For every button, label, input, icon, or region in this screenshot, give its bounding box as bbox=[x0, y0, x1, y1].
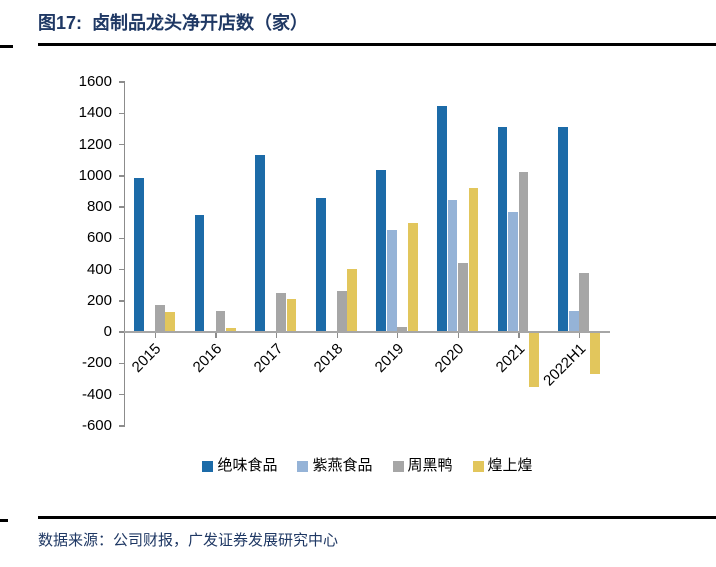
legend-label: 绝味食品 bbox=[217, 458, 278, 474]
x-axis-tick bbox=[336, 333, 338, 338]
y-axis-label: 600 bbox=[86, 229, 112, 247]
legend-swatch-icon bbox=[472, 461, 484, 472]
page-edge-mark-bottom bbox=[0, 519, 8, 522]
y-axis-tick bbox=[119, 143, 125, 146]
bar-绝味食品-2020 bbox=[437, 106, 447, 332]
legend-label: 煌上煌 bbox=[487, 458, 533, 474]
y-axis-tick bbox=[119, 331, 125, 333]
bar-绝味食品-2019 bbox=[376, 169, 387, 332]
bar-煌上煌-2019 bbox=[407, 222, 418, 332]
y-axis-tick bbox=[119, 206, 125, 208]
y-axis-label: -400 bbox=[81, 385, 112, 403]
legend-swatch-icon bbox=[297, 461, 309, 472]
bar-绝味食品-2021 bbox=[497, 126, 508, 332]
y-axis-tick bbox=[119, 237, 125, 239]
bar-绝味食品-2016 bbox=[194, 214, 205, 332]
chart-legend: 绝味食品 紫燕食品 周黑鸭 煌上煌 bbox=[125, 459, 610, 474]
bar-绝味食品-2018 bbox=[315, 197, 326, 332]
bar-紫燕食品-2019 bbox=[386, 229, 397, 332]
bar-煌上煌-2015 bbox=[165, 312, 176, 332]
y-axis-tick bbox=[119, 81, 125, 83]
y-axis-tick bbox=[119, 393, 125, 396]
bar-周黑鸭-2015 bbox=[154, 305, 165, 332]
x-axis-tick bbox=[275, 333, 278, 338]
bar-周黑鸭-2022H1 bbox=[579, 272, 590, 332]
x-axis-label-2016: 2016 bbox=[189, 340, 226, 376]
legend-swatch-icon bbox=[392, 461, 404, 472]
bar-煌上煌-2016 bbox=[226, 328, 236, 332]
x-axis-label-2015: 2015 bbox=[129, 340, 165, 376]
title-rule bbox=[38, 43, 716, 46]
y-axis-label: 1000 bbox=[78, 166, 112, 184]
legend-label: 紫燕食品 bbox=[312, 458, 373, 474]
bar-绝味食品-2015 bbox=[133, 178, 144, 332]
y-axis-label: 1600 bbox=[78, 73, 112, 90]
bar-周黑鸭-2018 bbox=[336, 291, 347, 332]
x-axis-tick bbox=[397, 333, 399, 338]
bar-紫燕食品-2022H1 bbox=[568, 310, 579, 332]
y-axis-label: -600 bbox=[81, 416, 112, 434]
bar-煌上煌-2020 bbox=[468, 188, 479, 332]
x-axis-label-2021: 2021 bbox=[492, 340, 529, 376]
bar-煌上煌-2017 bbox=[286, 299, 297, 332]
legend-item-周黑鸭: 周黑鸭 bbox=[392, 458, 453, 474]
bar-周黑鸭-2019 bbox=[397, 326, 408, 332]
y-axis-label: -200 bbox=[81, 354, 112, 372]
x-axis-label-2018: 2018 bbox=[310, 340, 347, 376]
legend-item-紫燕食品: 紫燕食品 bbox=[297, 458, 373, 474]
legend-swatch-icon bbox=[202, 461, 214, 472]
x-axis-tick bbox=[457, 333, 460, 338]
bar-绝味食品-2022H1 bbox=[558, 127, 569, 332]
bar-绝味食品-2017 bbox=[255, 155, 265, 332]
y-axis-label: 1400 bbox=[78, 104, 112, 122]
bar-紫燕食品-2020 bbox=[447, 199, 458, 332]
y-axis-label: 800 bbox=[86, 198, 112, 215]
figure-title: 图17: 卤制品龙头净开店数（家） bbox=[38, 13, 309, 33]
x-axis-tick bbox=[215, 333, 217, 338]
y-axis-line bbox=[123, 82, 125, 426]
footer-rule bbox=[38, 516, 716, 519]
y-axis-tick bbox=[119, 175, 125, 177]
x-axis-label-2017: 2017 bbox=[250, 340, 286, 376]
y-axis-label: 0 bbox=[103, 323, 112, 340]
data-source: 数据来源：公司财报，广发证券发展研究中心 bbox=[38, 533, 339, 549]
bar-紫燕食品-2021 bbox=[508, 211, 518, 332]
y-axis-label: 1200 bbox=[78, 135, 112, 153]
x-axis-tick bbox=[154, 333, 156, 338]
x-axis-tick bbox=[579, 333, 581, 338]
bar-周黑鸭-2021 bbox=[518, 171, 529, 332]
y-axis-tick bbox=[119, 300, 125, 302]
page-edge-mark-top bbox=[0, 45, 13, 48]
y-axis-tick bbox=[119, 362, 125, 364]
bar-周黑鸭-2020 bbox=[458, 263, 468, 332]
bar-周黑鸭-2017 bbox=[276, 292, 286, 332]
x-axis-tick bbox=[518, 333, 520, 338]
x-axis-line bbox=[124, 331, 610, 333]
x-axis-label-2019: 2019 bbox=[371, 340, 408, 376]
bar-煌上煌-2022H1 bbox=[589, 333, 600, 374]
legend-item-煌上煌: 煌上煌 bbox=[472, 458, 533, 474]
bar-煌上煌-2021 bbox=[529, 333, 539, 387]
bar-周黑鸭-2016 bbox=[215, 310, 226, 332]
x-axis-label-2020: 2020 bbox=[432, 340, 468, 376]
y-axis-tick bbox=[119, 268, 125, 271]
y-axis-tick bbox=[119, 112, 125, 114]
legend-label: 周黑鸭 bbox=[407, 458, 453, 474]
legend-item-绝味食品: 绝味食品 bbox=[202, 459, 277, 474]
y-axis-label: 200 bbox=[86, 291, 112, 309]
bar-煌上煌-2018 bbox=[347, 268, 358, 332]
y-axis-tick bbox=[119, 425, 125, 427]
y-axis-label: 400 bbox=[86, 260, 112, 278]
